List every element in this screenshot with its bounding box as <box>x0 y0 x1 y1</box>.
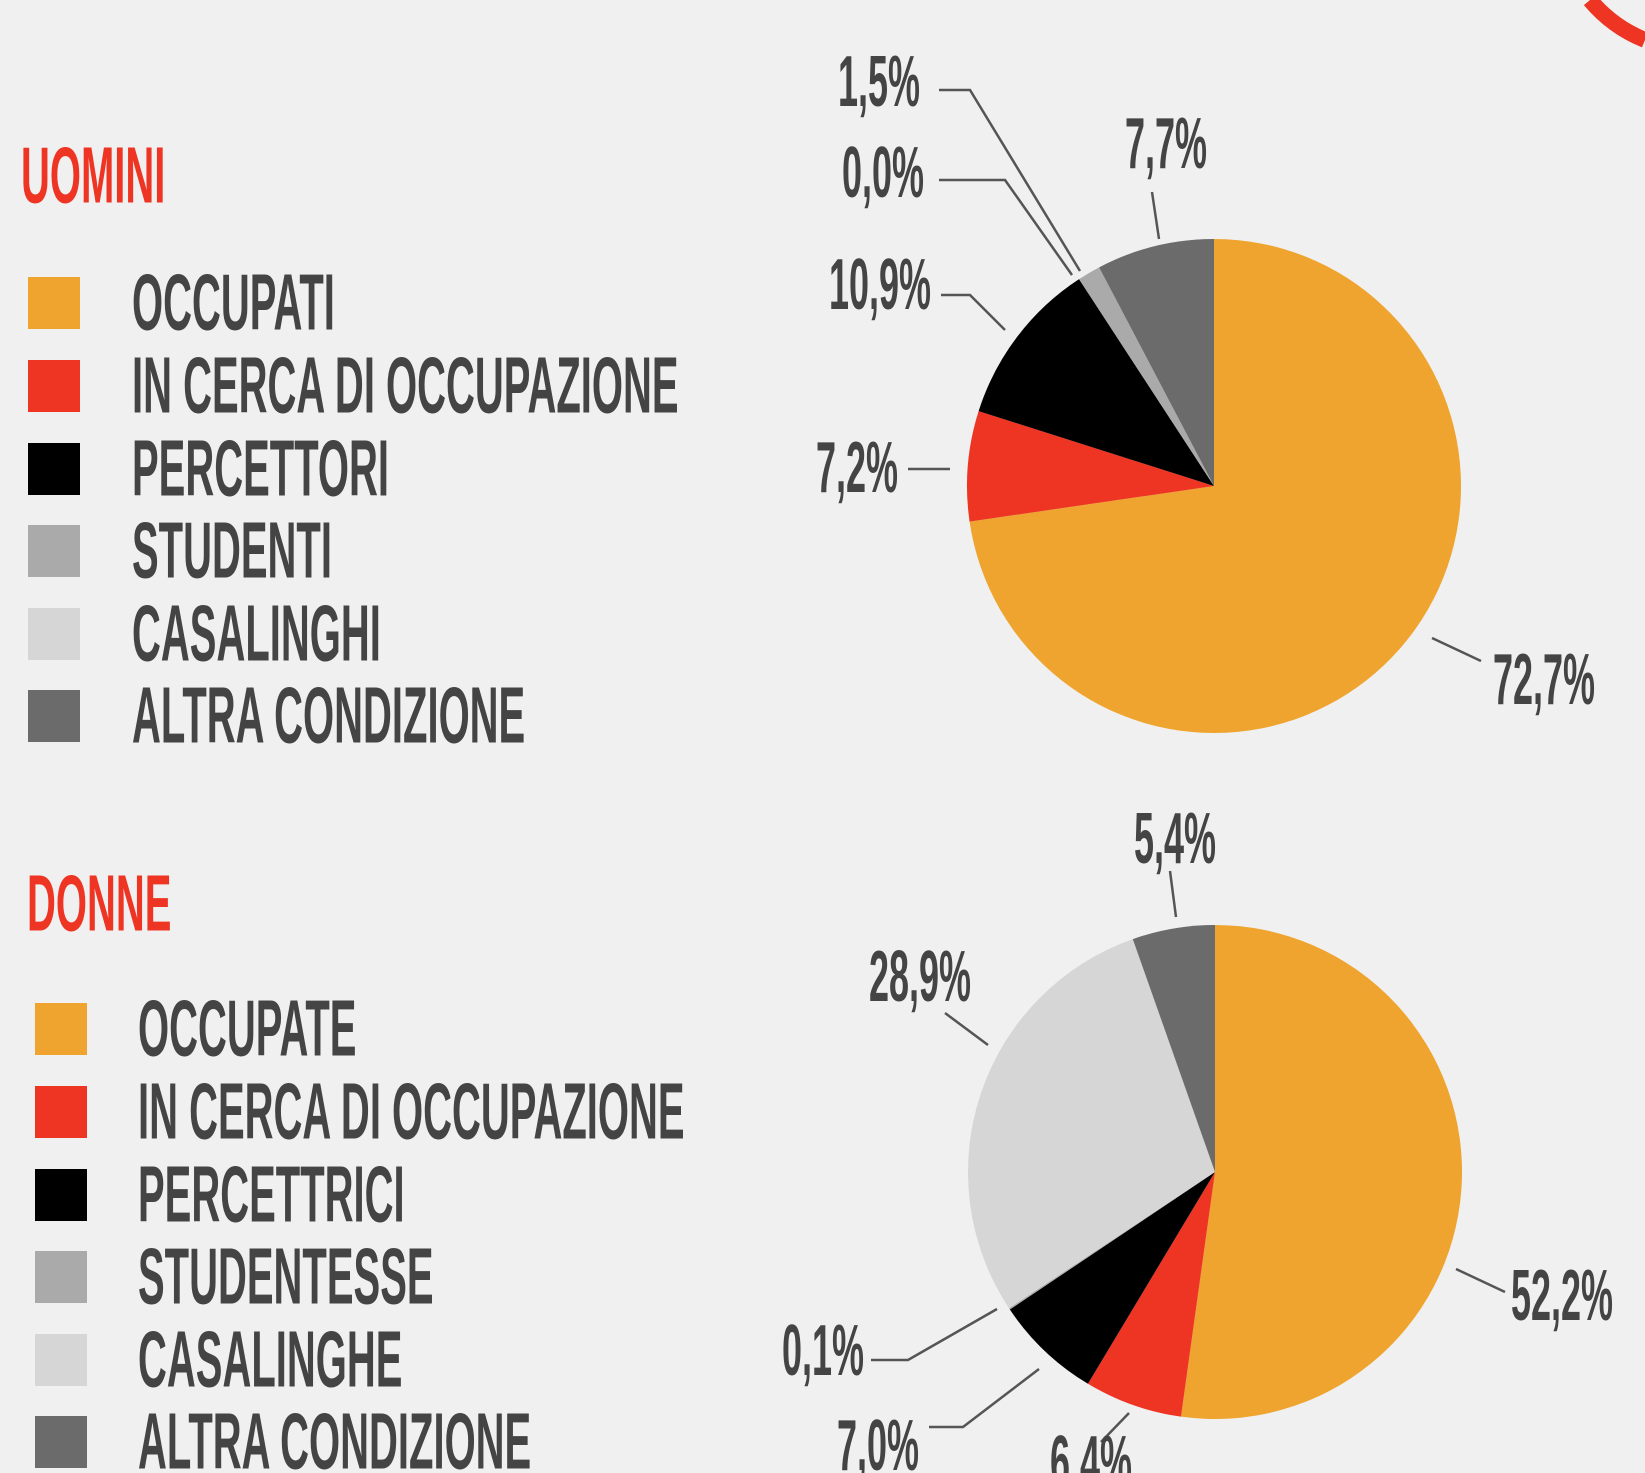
pie-slice <box>1180 925 1463 1419</box>
legend-swatch <box>35 1169 87 1221</box>
leader-line <box>939 178 1074 276</box>
legend-label: CASALINGHE <box>138 1316 402 1405</box>
legend-swatch <box>35 1251 87 1303</box>
pie-slice <box>1099 239 1214 486</box>
legend-label: ALTRA CONDIZIONE <box>132 672 525 761</box>
value-label: 7,2% <box>816 428 898 509</box>
value-label: 28,9% <box>869 937 971 1018</box>
legend-label: OCCUPATI <box>132 259 335 348</box>
legend-swatch <box>28 608 80 660</box>
pie-slice <box>1009 1172 1215 1384</box>
pie-slice <box>1008 1172 1215 1310</box>
legend-swatch <box>35 1416 87 1468</box>
value-label: 6,4% <box>1050 1422 1132 1473</box>
pie-slice <box>968 939 1215 1309</box>
pie-slice <box>1079 267 1214 486</box>
legend-swatch <box>28 443 80 495</box>
legend-label: CASALINGHI <box>132 590 381 679</box>
leader-line <box>1431 636 1482 663</box>
legend-swatch <box>28 277 80 329</box>
legend-swatch <box>35 1003 87 1055</box>
legend-label: OCCUPATE <box>138 985 356 1074</box>
pie-slice <box>978 279 1214 486</box>
value-label: 0,0% <box>842 133 924 214</box>
legend-swatch <box>35 1334 87 1386</box>
value-label: 10,9% <box>829 245 931 326</box>
legend-label: PERCETTORI <box>132 425 389 514</box>
value-label: 72,7% <box>1493 640 1595 721</box>
leader-line <box>1168 870 1178 918</box>
legend-label: PERCETTRICI <box>138 1151 405 1240</box>
value-label: 5,4% <box>1134 799 1216 880</box>
leader-line <box>1150 191 1161 240</box>
legend-label: IN CERCA DI OCCUPAZIONE <box>138 1068 685 1157</box>
leader-line <box>929 1368 1040 1429</box>
leader-line <box>944 1011 989 1047</box>
value-label: 52,2% <box>1511 1256 1613 1337</box>
legend-label: IN CERCA DI OCCUPAZIONE <box>132 342 679 431</box>
pie-slice <box>967 411 1214 522</box>
legend-swatch <box>28 525 80 577</box>
leader-line <box>1100 1412 1130 1443</box>
legend-title: UOMINI <box>21 132 165 221</box>
leader-line <box>1455 1267 1506 1294</box>
leader-line <box>941 293 1006 331</box>
value-label: 1,5% <box>838 42 920 123</box>
pie-slice <box>1087 1172 1215 1417</box>
value-label: 0,1% <box>782 1311 864 1392</box>
decorative-arc <box>1583 0 1645 48</box>
value-label: 7,7% <box>1125 104 1207 185</box>
legend-swatch <box>35 1086 87 1138</box>
legend-label: STUDENTESSE <box>138 1233 434 1322</box>
pie-slice <box>969 239 1461 733</box>
pie-slice <box>1132 925 1215 1172</box>
legend-swatch <box>28 360 80 412</box>
legend-label: ALTRA CONDIZIONE <box>138 1398 531 1473</box>
leader-line <box>871 1307 998 1362</box>
legend-title: DONNE <box>27 860 171 949</box>
legend-label: STUDENTI <box>132 507 332 596</box>
leader-line <box>939 88 1082 272</box>
value-label: 7,0% <box>837 1406 919 1473</box>
legend-swatch <box>28 690 80 742</box>
